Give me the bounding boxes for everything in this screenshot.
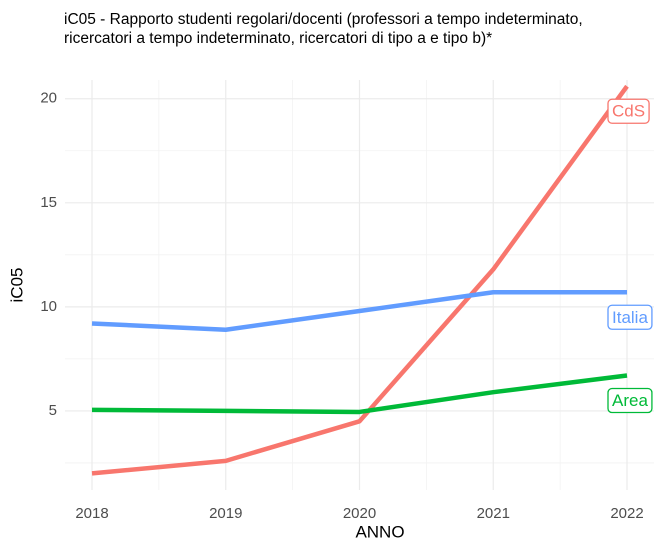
grid — [65, 80, 654, 490]
x-tick-label: 2019 — [209, 505, 242, 522]
chart-title: iC05 - Rapporto studenti regolari/docent… — [64, 11, 583, 47]
series-label-box — [607, 304, 653, 330]
y-axis-title: iC05 — [7, 268, 26, 303]
series-label-box — [607, 98, 650, 124]
series-label: CdS — [607, 98, 650, 124]
series-label-text: Italia — [612, 308, 648, 327]
x-tick-label: 2018 — [75, 505, 108, 522]
y-tick-label: 20 — [40, 90, 57, 107]
x-tick-label: 2020 — [343, 505, 376, 522]
y-tick-label: 5 — [49, 402, 57, 419]
x-axis-title: ANNO — [355, 522, 404, 541]
y-tick-label: 10 — [40, 298, 57, 315]
x-tick-label: 2021 — [477, 505, 510, 522]
x-tick-label: 2022 — [610, 505, 643, 522]
series-line — [91, 373, 628, 415]
y-tick-label: 15 — [40, 194, 57, 211]
series-label-text: Area — [612, 391, 648, 410]
series-line — [91, 84, 629, 476]
series-line — [91, 290, 627, 332]
series-label-box — [607, 387, 653, 414]
series-label: Area — [607, 387, 653, 414]
series-label-text: CdS — [612, 102, 645, 121]
series-label: Italia — [607, 304, 653, 330]
